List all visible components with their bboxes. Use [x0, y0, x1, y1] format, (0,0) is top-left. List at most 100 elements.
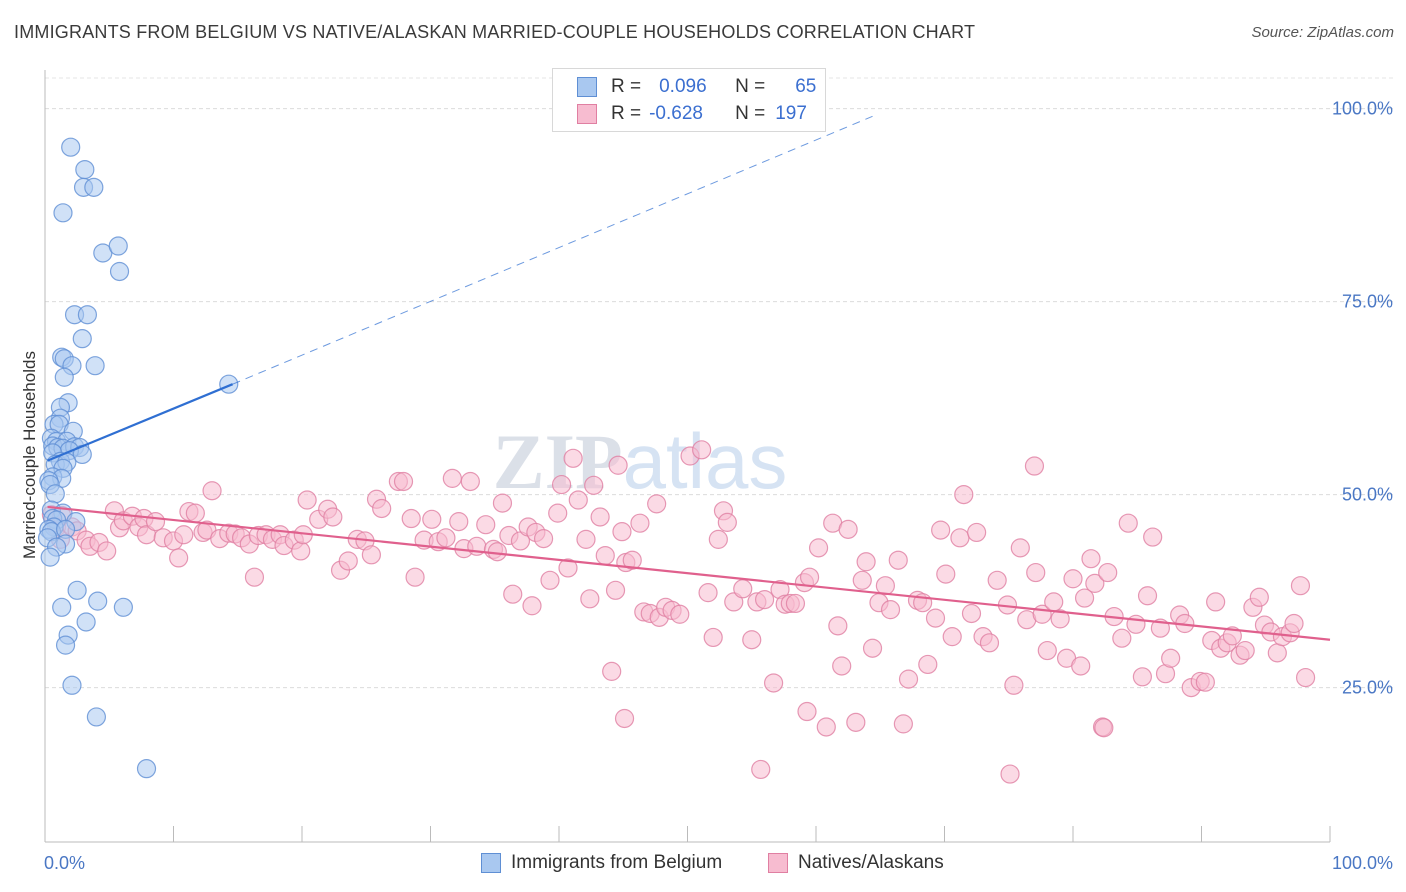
- natives-point: [1085, 573, 1105, 593]
- natives-point: [733, 579, 753, 599]
- natives-point: [1267, 643, 1287, 663]
- belgium-trend-line: [47, 383, 234, 462]
- natives-point: [422, 509, 442, 529]
- y-tick-label: 75.0%: [1342, 292, 1393, 312]
- natives-point: [1063, 569, 1083, 589]
- grid-lines: [45, 77, 1395, 689]
- legend-r-label: R =: [611, 76, 642, 97]
- natives-point: [449, 512, 469, 532]
- natives-point: [540, 570, 560, 590]
- natives-point: [476, 515, 496, 535]
- belgium-point: [55, 635, 76, 655]
- natives-point: [754, 589, 775, 610]
- natives-point: [1044, 592, 1064, 612]
- chart-title: IMMIGRANTS FROM BELGIUM VS NATIVE/ALASKA…: [14, 22, 976, 42]
- natives-point: [1249, 587, 1269, 607]
- belgium-point: [88, 591, 108, 611]
- natives-point: [967, 522, 987, 543]
- natives-point: [1050, 609, 1070, 629]
- y-tick-label: 25.0%: [1342, 678, 1393, 698]
- natives-point: [838, 519, 858, 539]
- natives-point: [647, 494, 667, 514]
- y-tick-label: 50.0%: [1342, 485, 1393, 505]
- natives-point: [1004, 675, 1024, 695]
- natives-point: [372, 498, 392, 519]
- natives-point: [533, 529, 554, 549]
- belgium-point: [45, 484, 65, 504]
- belgium-point: [113, 597, 133, 617]
- natives-point: [880, 600, 901, 620]
- natives-point: [1071, 656, 1091, 676]
- natives-point: [1161, 648, 1181, 668]
- natives-point: [630, 513, 650, 533]
- legend-swatch-belgium: [577, 77, 597, 97]
- series-legend: Immigrants from Belgium Natives/Alaskans: [0, 852, 1406, 878]
- axis-labels: 25.0% 50.0% 75.0% 100.0% 0.0% 100.0% Married-c…: [20, 99, 1393, 873]
- natives-point: [852, 570, 872, 590]
- y-tick-label: 100.0%: [1332, 99, 1393, 119]
- natives-trend-line: [47, 505, 1331, 641]
- natives-point: [558, 558, 578, 578]
- natives-point: [202, 481, 222, 501]
- natives-point: [961, 603, 982, 624]
- belgium-point: [52, 597, 72, 617]
- natives-point: [1026, 562, 1046, 583]
- belgium-point: [75, 159, 95, 180]
- natives-point: [590, 507, 610, 527]
- natives-point: [717, 512, 737, 532]
- natives-point: [808, 538, 829, 558]
- natives-point: [888, 550, 908, 570]
- natives-point: [846, 712, 866, 732]
- natives-point: [548, 503, 568, 523]
- legend-swatch-natives: [577, 104, 597, 124]
- natives-point: [460, 471, 480, 492]
- natives-point: [1010, 538, 1030, 558]
- series-legend-belgium: Immigrants from Belgium: [481, 852, 722, 874]
- x-tick-label-min: 0.0%: [44, 853, 85, 873]
- belgium-point: [61, 137, 81, 157]
- natives-point: [1112, 628, 1132, 648]
- belgium-point: [85, 356, 105, 376]
- natives-point: [361, 545, 381, 565]
- natives-point: [563, 448, 583, 468]
- series-legend-label-belgium: Immigrants from Belgium: [511, 852, 723, 873]
- natives-point: [1000, 764, 1020, 784]
- y-axis-label: Married-couple Households: [20, 351, 39, 559]
- natives-point: [1081, 549, 1101, 569]
- natives-point: [1037, 640, 1057, 661]
- natives-point: [612, 522, 632, 542]
- belgium-point: [219, 374, 239, 394]
- legend-r-value: -0.628: [649, 103, 703, 124]
- belgium-point: [62, 675, 82, 695]
- belgium-trend-extension: [232, 115, 873, 385]
- natives-point: [338, 551, 358, 571]
- natives-point: [797, 701, 817, 722]
- natives-point: [568, 490, 588, 510]
- natives-point: [925, 608, 946, 628]
- natives-point: [763, 673, 784, 693]
- natives-point: [169, 548, 189, 568]
- natives-point: [692, 440, 712, 460]
- natives-point: [1295, 667, 1316, 688]
- natives-point: [931, 520, 951, 540]
- natives-point: [698, 583, 718, 603]
- natives-point: [1195, 672, 1215, 692]
- series-legend-swatch-natives: [768, 853, 788, 873]
- natives-point: [1024, 456, 1045, 476]
- natives-point: [942, 627, 962, 647]
- natives-point: [799, 567, 820, 587]
- natives-point: [174, 525, 194, 545]
- source-note: Source: ZipAtlas.com: [1251, 24, 1394, 41]
- natives-point: [1074, 588, 1095, 608]
- belgium-point: [109, 261, 130, 282]
- natives-point: [584, 475, 604, 495]
- natives-point: [503, 584, 523, 604]
- belgium-point: [84, 177, 104, 197]
- natives-point: [614, 708, 635, 729]
- correlation-legend: R = 0.096 N = 65 R = -0.628 N = 197: [552, 68, 826, 132]
- legend-row-belgium: R = 0.096 N = 65: [577, 75, 816, 99]
- natives-point: [1094, 718, 1114, 738]
- natives-point: [862, 638, 883, 658]
- natives-point: [828, 616, 848, 636]
- natives-point: [323, 507, 343, 527]
